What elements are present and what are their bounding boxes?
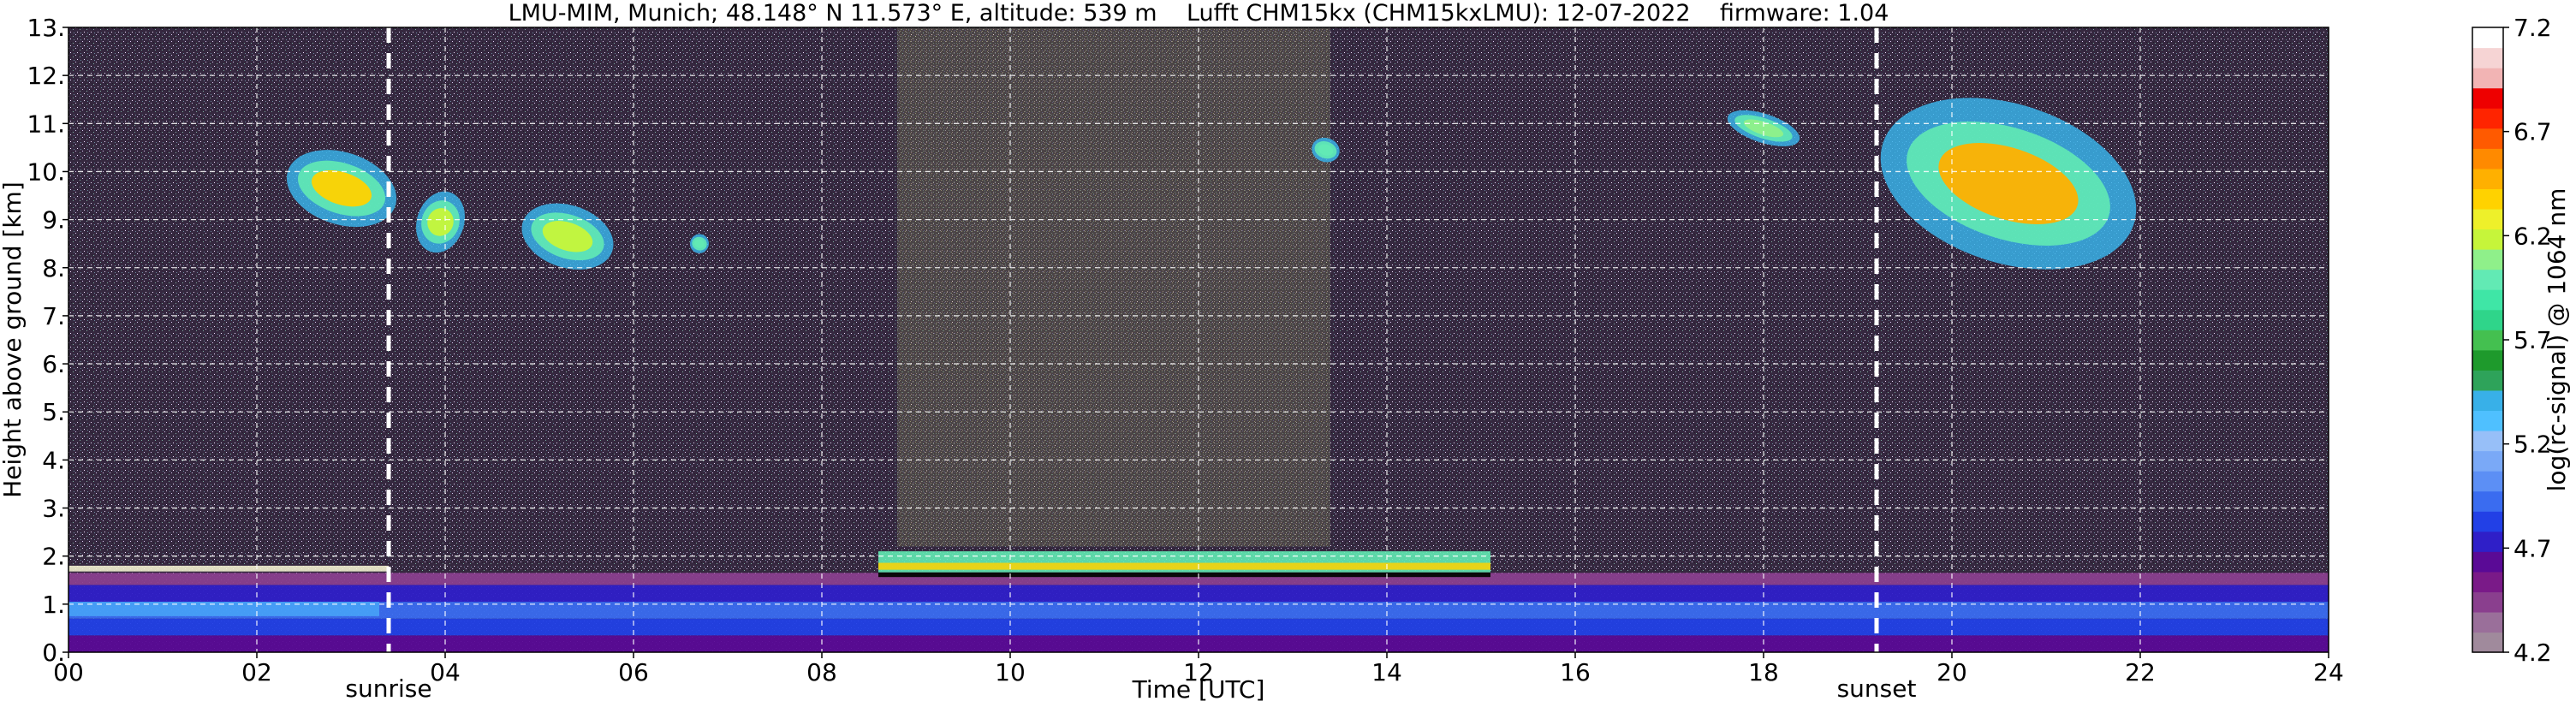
annotation-label: sunrise: [345, 674, 431, 703]
cirrus-8: [1880, 98, 2137, 270]
daytime-noise-region: [897, 27, 1330, 547]
colorbar-tick-label: 6.2: [2514, 222, 2552, 250]
x-tick-label: 20: [1936, 658, 1967, 686]
colorbar-segment: [2472, 68, 2503, 89]
boundary-layer-aerosol-0: [68, 565, 2329, 652]
colorbar-segment: [2472, 208, 2503, 230]
chart-title: LMU-MIM, Munich; 48.148° N 11.573° E, al…: [509, 0, 1889, 27]
colorbar-tick-label: 7.2: [2514, 14, 2552, 42]
colorbar-segment: [2472, 309, 2503, 330]
y-tick-label: 5.: [42, 398, 65, 426]
colorbar-segment: [2472, 188, 2503, 210]
colorbar-segment: [2472, 370, 2503, 391]
x-axis-label: Time [UTC]: [1132, 675, 1265, 704]
colorbar-segment: [2472, 128, 2503, 149]
cirrus-7: [1727, 110, 1800, 146]
plot-area: sunrise sunset: [68, 27, 2329, 703]
aerosol-streak: [68, 602, 379, 616]
cloud-top-core: [878, 562, 1490, 570]
x-tick-label: 14: [1371, 658, 1402, 686]
colorbar-segment: [2472, 450, 2503, 472]
colorbar-label: log(rc-signal) @ 1064 nm: [2543, 188, 2571, 492]
x-tick-label: 02: [241, 658, 272, 686]
y-axis-label: Height above ground [km]: [0, 181, 27, 498]
cirrus-core: [694, 239, 705, 248]
cirrus-core: [542, 221, 593, 253]
cirrus-core: [1938, 142, 2079, 225]
y-tick-label: 8.: [42, 254, 65, 282]
cloud-attenuation: [878, 572, 1490, 578]
colorbar-segment: [2472, 571, 2503, 592]
x-tick-label: 24: [2313, 658, 2344, 686]
cirrus-3: [416, 191, 465, 253]
y-tick-label: 11.: [27, 110, 65, 138]
x-tick-label: 10: [995, 658, 1026, 686]
colorbar-segment: [2472, 410, 2503, 431]
y-tick-label: 0.: [42, 639, 65, 667]
colorbar-segment: [2472, 229, 2503, 250]
colorbar-tick-label: 5.2: [2514, 431, 2552, 459]
colorbar-segment: [2472, 471, 2503, 492]
x-tick-label: 08: [806, 658, 837, 686]
colorbar-tick-label: 6.7: [2514, 118, 2552, 146]
x-tick-label: 18: [1748, 658, 1779, 686]
cirrus-core: [311, 169, 372, 207]
cloud-tops-08-15-utc-1: [878, 551, 1490, 578]
colorbar-segment: [2472, 632, 2503, 653]
colorbar-segment: [2472, 168, 2503, 189]
x-tick-label: 22: [2125, 658, 2156, 686]
colorbar-segment: [2472, 611, 2503, 633]
grid: [68, 27, 2329, 652]
colorbar-segment: [2472, 87, 2503, 109]
y-tick-label: 4.: [42, 446, 65, 474]
colorbar: 4.2 4.7 5.2 5.7 6.2 6.7 7.2: [2472, 14, 2552, 667]
x-tick-label: 12: [1183, 658, 1214, 686]
y-axis: 0. 1. 2. 3. 4. 5. 6. 7. 8. 9. 10. 11. 12. 13.: [27, 14, 68, 667]
colorbar-segment: [2472, 269, 2503, 290]
cirrus-core: [1743, 119, 1784, 138]
y-tick-label: 10.: [27, 157, 65, 186]
colorbar-segment: [2472, 389, 2503, 412]
cirrus-core: [1318, 144, 1334, 156]
cirrus-core: [427, 208, 454, 236]
y-tick-label: 7.: [42, 302, 65, 330]
colorbar-segment: [2472, 330, 2503, 351]
colorbar-tick-label: 4.2: [2514, 639, 2552, 667]
colorbar-segment: [2472, 511, 2503, 532]
x-tick-label: 16: [1560, 658, 1591, 686]
colorbar-segment: [2472, 289, 2503, 311]
colorbar-segment: [2472, 27, 2503, 49]
annotations: sunrise sunset: [345, 27, 1916, 703]
colorbar-segment: [2472, 430, 2503, 452]
x-tick-label: 04: [430, 658, 461, 686]
cirrus-6: [1312, 137, 1340, 163]
colorbar-segment: [2472, 108, 2503, 129]
colorbar-segment: [2472, 531, 2503, 552]
colorbar-segment: [2472, 349, 2503, 371]
x-tick-label: 00: [53, 658, 84, 686]
y-tick-label: 2.: [42, 543, 65, 571]
y-tick-label: 9.: [42, 206, 65, 235]
y-tick-label: 6.: [42, 350, 65, 378]
x-tick-label: 06: [618, 658, 649, 686]
colorbar-segment: [2472, 551, 2503, 573]
cirrus-2: [286, 150, 397, 228]
annotation-label: sunset: [1837, 674, 1917, 703]
cirrus-5: [689, 234, 710, 253]
colorbar-segment: [2472, 148, 2503, 169]
colorbar-segment: [2472, 591, 2503, 613]
residual-layer-top: [68, 565, 389, 572]
y-tick-label: 12.: [27, 62, 65, 90]
colorbar-segment: [2472, 249, 2503, 270]
colorbar-tick-label: 5.7: [2514, 326, 2552, 354]
colorbar-segment: [2472, 490, 2503, 512]
colorbar-segment: [2472, 47, 2503, 68]
y-tick-label: 3.: [42, 495, 65, 523]
y-tick-label: 1.: [42, 591, 65, 619]
y-tick-label: 13.: [27, 14, 65, 42]
x-axis: 00 02 04 06 08 10 12 14 16 18 20 22 24: [53, 652, 2344, 686]
colorbar-tick-label: 4.7: [2514, 534, 2552, 562]
